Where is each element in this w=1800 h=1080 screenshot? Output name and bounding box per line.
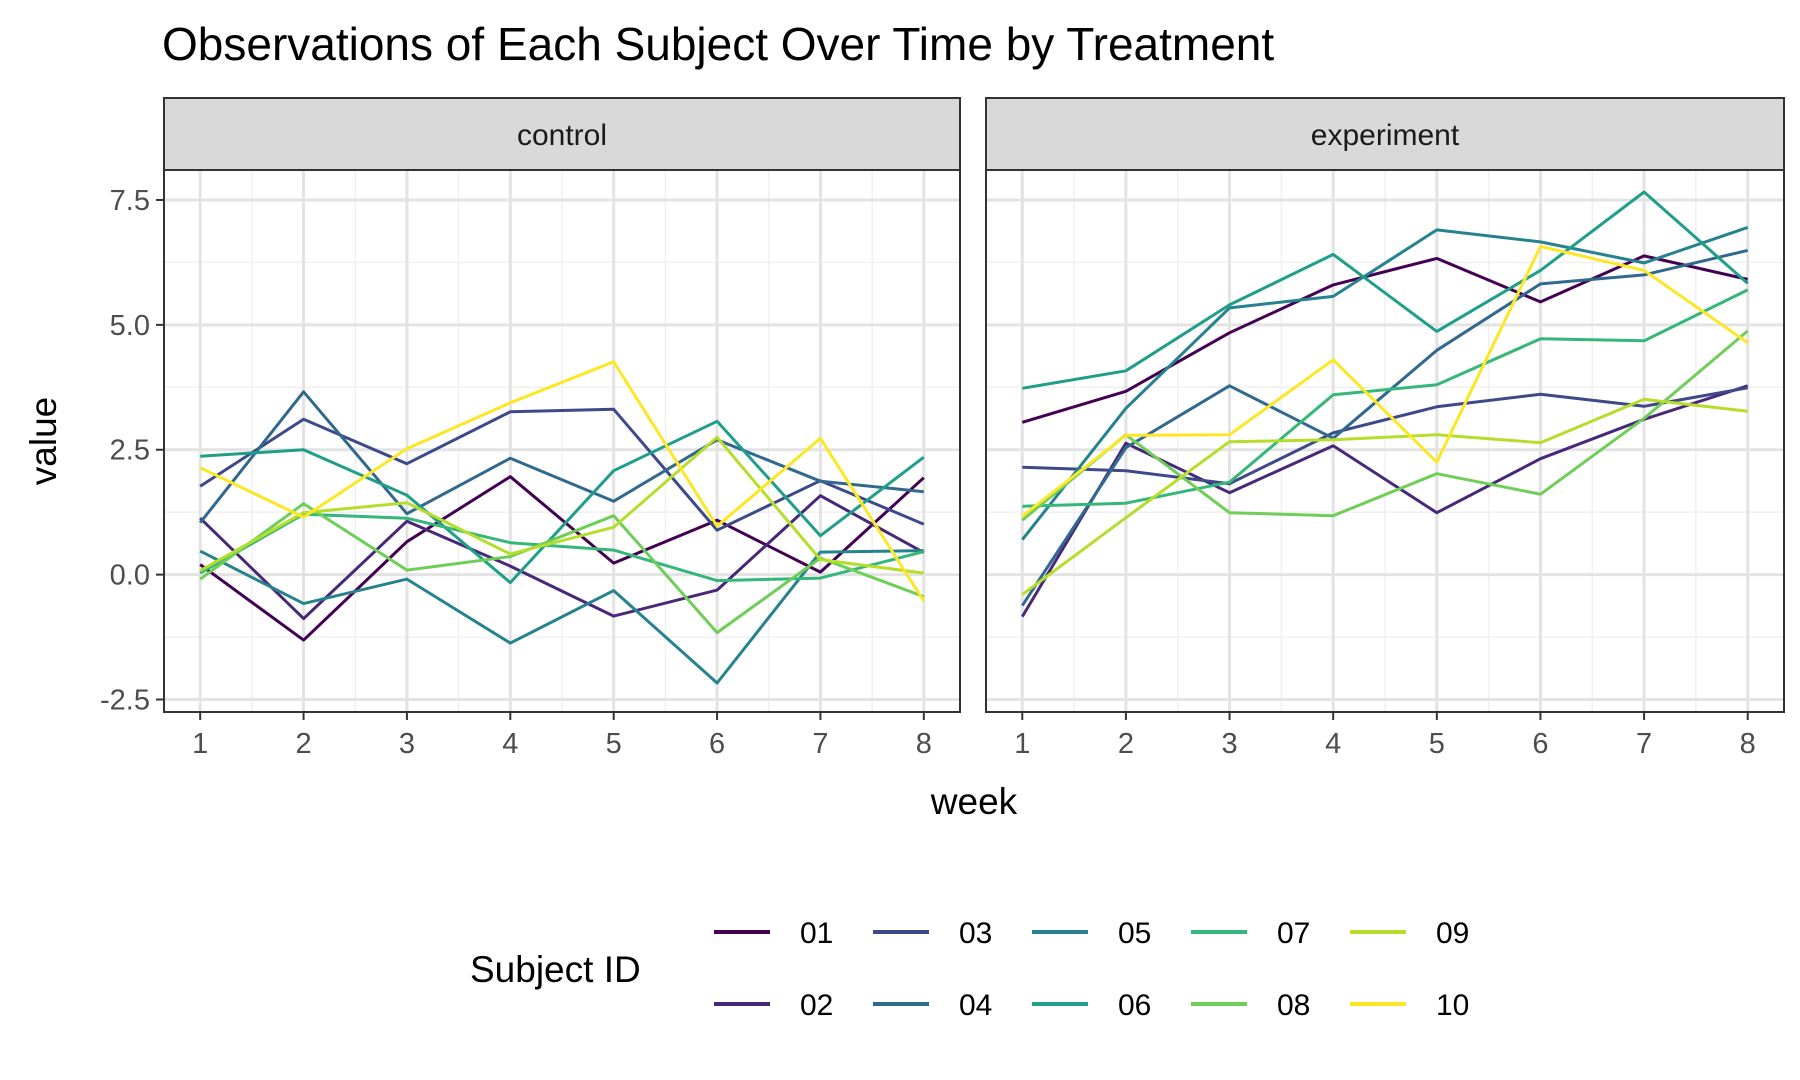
x-tick-label: 4 [1325, 728, 1341, 760]
legend-label-02: 02 [800, 989, 833, 1022]
legend-item-01: 01 [714, 917, 833, 950]
panel-control: control [163, 97, 961, 713]
x-tick-label: 2 [295, 728, 311, 760]
legend-item-04: 04 [873, 989, 992, 1022]
series-line-experiment-05 [1021, 225, 1749, 541]
panel-border-experiment [985, 169, 1785, 713]
legend-label-03: 03 [959, 917, 992, 950]
y-tick-label: 2.5 [110, 435, 150, 467]
legend: Subject ID 01 02 03 04 05 06 07 08 09 10 [470, 917, 1469, 1022]
series-line-control-08 [199, 502, 925, 635]
y-tick-label: 5.0 [110, 310, 150, 342]
x-tick-label: 4 [502, 728, 518, 760]
series-line-control-05 [199, 549, 924, 685]
series-line-control-02 [199, 494, 925, 621]
x-axis-title: week [930, 781, 1018, 822]
x-tick-label: 1 [192, 728, 208, 760]
legend-title: Subject ID [470, 949, 641, 990]
legend-label-04: 04 [959, 989, 992, 1022]
panel-experiment: experiment [985, 97, 1785, 713]
legend-item-07: 07 [1191, 917, 1310, 950]
legend-item-09: 09 [1350, 917, 1469, 950]
legend-item-03: 03 [873, 917, 992, 950]
series-line-control-01 [199, 475, 925, 642]
chart-title: Observations of Each Subject Over Time b… [162, 18, 1274, 70]
x-tick-label: 7 [1636, 728, 1652, 760]
strip-background-experiment [985, 97, 1785, 171]
x-axis-control: 1 2 3 4 5 6 7 8 [192, 712, 932, 760]
legend-label-10: 10 [1436, 989, 1469, 1022]
strip-background-control [163, 97, 961, 171]
series-line-control-03 [199, 407, 925, 532]
x-tick-label: 5 [1429, 728, 1445, 760]
series-line-experiment-10 [1021, 244, 1749, 518]
legend-item-10: 10 [1350, 989, 1469, 1022]
x-tick-label: 6 [1532, 728, 1548, 760]
legend-item-02: 02 [714, 989, 833, 1022]
series-line-control-10 [199, 360, 926, 602]
series-line-experiment-02 [1021, 384, 1749, 618]
x-axis-experiment: 1 2 3 4 5 6 7 8 [1014, 712, 1756, 760]
legend-label-05: 05 [1118, 917, 1151, 950]
gridlines-control [164, 170, 960, 712]
panel-border-control [163, 169, 961, 713]
x-tick-label: 2 [1118, 728, 1134, 760]
legend-label-08: 08 [1277, 989, 1310, 1022]
series-line-experiment-06 [1022, 190, 1749, 390]
x-tick-label: 8 [916, 728, 932, 760]
x-tick-label: 5 [606, 728, 622, 760]
series-line-control-09 [199, 435, 924, 575]
x-tick-label: 7 [812, 728, 828, 760]
legend-items: 01 02 03 04 05 06 07 08 09 10 [714, 917, 1469, 1022]
y-axis: -2.5 0.0 2.5 5.0 7.5 [100, 185, 164, 717]
legend-label-09: 09 [1436, 917, 1469, 950]
x-tick-label: 3 [1221, 728, 1237, 760]
series-line-experiment-04 [1021, 248, 1749, 607]
x-tick-label: 8 [1740, 728, 1756, 760]
series-line-control-04 [199, 390, 924, 524]
y-tick-label: 7.5 [110, 185, 150, 217]
y-axis-title: value [23, 397, 64, 485]
series-lines-experiment [1021, 190, 1749, 618]
series-line-experiment-01 [1021, 254, 1749, 424]
legend-item-08: 08 [1191, 989, 1310, 1022]
legend-label-06: 06 [1118, 989, 1151, 1022]
series-line-experiment-07 [1022, 288, 1749, 508]
series-lines-control [199, 360, 926, 685]
legend-label-07: 07 [1277, 917, 1310, 950]
series-line-control-06 [200, 419, 925, 585]
series-line-experiment-09 [1021, 397, 1748, 596]
y-tick-label: -2.5 [100, 685, 150, 717]
strip-label-experiment: experiment [1311, 119, 1460, 152]
x-tick-label: 3 [399, 728, 415, 760]
y-tick-label: 0.0 [110, 560, 150, 592]
legend-item-06: 06 [1032, 989, 1151, 1022]
legend-label-01: 01 [800, 917, 833, 950]
strip-label-control: control [517, 119, 607, 152]
x-tick-label: 1 [1014, 728, 1030, 760]
x-tick-label: 6 [709, 728, 725, 760]
legend-item-05: 05 [1032, 917, 1151, 950]
series-line-experiment-08 [1021, 329, 1749, 522]
series-line-experiment-03 [1022, 386, 1748, 486]
